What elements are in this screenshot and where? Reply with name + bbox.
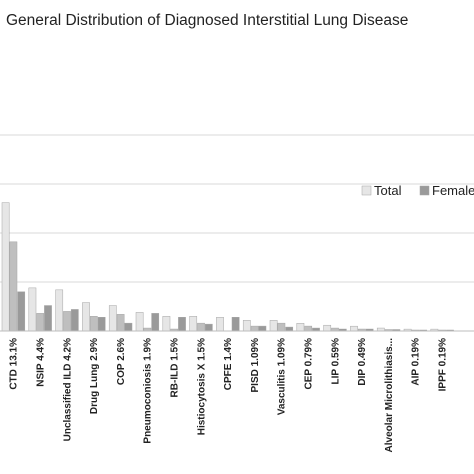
bar-male-3 (89, 316, 98, 332)
bars (1, 202, 454, 332)
bar-male-9 (250, 325, 259, 332)
x-tick-label: Vasculitis 1.09% (277, 338, 288, 415)
bar-total-9 (242, 320, 251, 332)
bar-total-1 (28, 287, 37, 332)
x-tick-label: COP 2.6% (116, 338, 127, 385)
legend-swatch-female (419, 185, 430, 196)
x-tick-label: IPPF 0.19% (438, 338, 449, 391)
bar-total-12 (323, 324, 332, 332)
bar-female-7 (204, 323, 213, 332)
bar-male-1 (36, 313, 45, 332)
bar-total-8 (216, 317, 224, 332)
legend-label-total: Total (374, 183, 402, 198)
x-tick-label: RB-ILD 1.5% (170, 338, 181, 398)
bar-male-7 (197, 322, 205, 332)
x-tick-label: NSIP 4.4% (36, 338, 47, 387)
x-tick-label: DIP 0.49% (357, 338, 368, 386)
bar-total-5 (135, 312, 144, 332)
x-tick-label: CEP 0.79% (304, 338, 315, 390)
bar-female-0 (17, 291, 26, 332)
bar-female-4 (124, 322, 133, 332)
bar-male-2 (63, 311, 71, 332)
x-tick-label: Drug Lung 2.9% (89, 338, 100, 414)
x-tick-label: Histiocytosis X 1.5% (196, 338, 207, 435)
bar-female-5 (151, 313, 160, 332)
bar-total-6 (162, 316, 171, 332)
bar-total-11 (296, 323, 305, 332)
bar-total-7 (189, 316, 198, 332)
bar-total-3 (82, 302, 90, 332)
x-tick-label: LIP 0.59% (330, 338, 341, 385)
x-tick-labels: CTD 13.1% NSIP 4.4% Unclassified ILD 4.2% D… (9, 338, 449, 453)
legend-label-female: Female (432, 183, 474, 198)
chart-title: General Distribution of Diagnosed Inters… (6, 12, 408, 29)
bar-total-0 (1, 202, 10, 332)
bar-male-4 (116, 314, 125, 332)
bar-female-10 (285, 326, 294, 332)
x-tick-label: CPFE 1.4% (223, 338, 234, 390)
bar-female-6 (178, 317, 186, 332)
gridlines (0, 134, 474, 283)
bar-male-11 (304, 325, 313, 332)
bar-male-10 (277, 322, 286, 332)
x-tick-label: PISD 1.09% (250, 338, 261, 393)
x-tick-label: AIP 0.19% (411, 338, 422, 386)
bar-total-10 (269, 320, 278, 332)
x-tick-label: Alveolar Microlithiasis... (384, 338, 395, 453)
bar-female-3 (97, 317, 106, 332)
x-tick-label: CTD 13.1% (9, 338, 20, 390)
bar-female-9 (258, 325, 267, 332)
x-tick-label: Pneumoconiosis 1.9% (143, 338, 154, 444)
bar-total-4 (108, 305, 117, 332)
legend: Total Female (361, 183, 474, 198)
bar-total-13 (350, 325, 358, 332)
legend-swatch-total (361, 185, 372, 196)
bar-female-2 (70, 309, 79, 332)
bar-female-8 (231, 317, 240, 332)
bar-total-2 (55, 289, 64, 332)
bar-male-0 (9, 241, 18, 332)
x-tick-label: Unclassified ILD 4.2% (62, 338, 73, 441)
bar-female-1 (44, 305, 52, 332)
